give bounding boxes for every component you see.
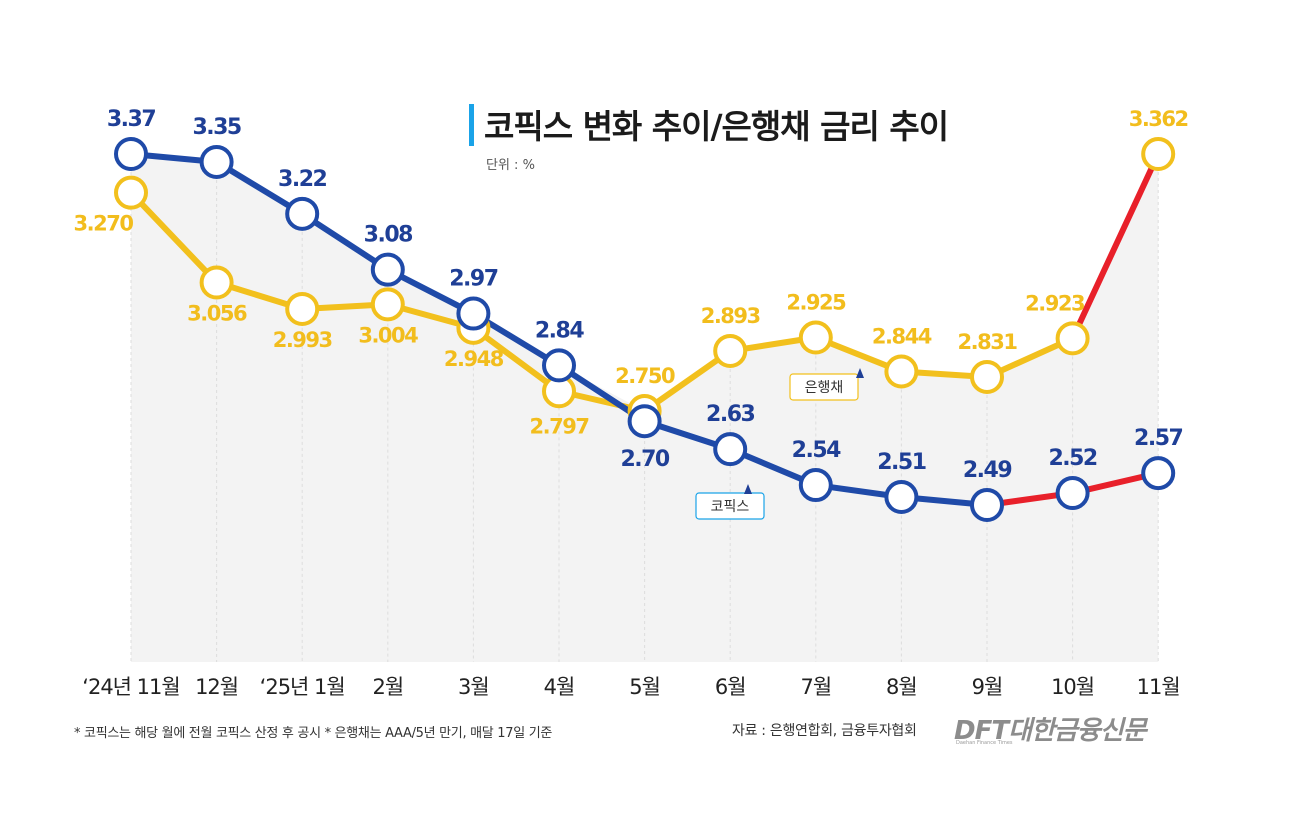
callout-box <box>695 492 765 520</box>
x-tick-label: 7월 <box>800 675 831 699</box>
bond-data-labels: 3.270 3.056 2.993 3.004 2.948 2.797 2.750 2.893… <box>74 107 1190 438</box>
series-segment <box>1069 151 1162 342</box>
x-tick-label: 9월 <box>972 675 1003 699</box>
data-point <box>542 348 576 383</box>
data-point <box>1141 137 1176 171</box>
x-tick-label: ‘24년 11월 <box>82 675 179 699</box>
chart-title: 코픽스 변화 추이/은행채 금리 추이 <box>484 107 949 146</box>
series-segment <box>470 324 562 395</box>
data-label: 2.831 <box>958 330 1018 354</box>
data-point <box>884 480 919 515</box>
data-label: 3.270 <box>74 212 134 236</box>
footnote: * 코픽스는 해당 월에 전월 코픽스 산정 후 공시 * 은행채는 AAA/5… <box>74 726 553 741</box>
data-label: 3.362 <box>1129 107 1188 131</box>
data-point <box>370 252 405 287</box>
data-label: 2.49 <box>963 458 1011 483</box>
callout-arrow-icon <box>744 484 752 494</box>
data-point <box>114 175 148 210</box>
data-label: 2.97 <box>449 267 497 292</box>
data-point <box>713 432 748 467</box>
x-tick-label: 12월 <box>195 675 238 699</box>
x-tick-label: 6월 <box>715 675 746 699</box>
data-label: 2.925 <box>786 291 846 315</box>
data-point <box>798 320 833 355</box>
data-point <box>199 265 234 300</box>
source-label: 자료 : 은행연합회, 금융투자협회 <box>732 723 917 739</box>
callout-arrow-icon <box>856 368 864 378</box>
cofix-series-markers <box>114 137 1176 522</box>
data-label: 2.63 <box>706 402 754 427</box>
data-label: 3.37 <box>107 107 155 132</box>
data-point <box>114 137 148 171</box>
x-tick-label: 4월 <box>544 675 575 699</box>
data-point <box>1055 476 1090 511</box>
data-point <box>1055 321 1090 356</box>
logo-text: DFT대한금융신문 <box>954 716 1147 746</box>
data-label: 2.84 <box>535 318 584 343</box>
data-point <box>456 296 491 331</box>
series-segment <box>641 347 734 414</box>
data-label: 2.57 <box>1134 426 1182 451</box>
data-point <box>713 333 748 368</box>
data-label: 2.51 <box>877 450 925 475</box>
x-tick-label: 8월 <box>886 675 917 699</box>
data-label: 3.056 <box>187 302 247 326</box>
x-tick-label: 10월 <box>1051 675 1094 699</box>
data-point <box>970 359 1004 394</box>
data-point <box>970 488 1004 522</box>
data-label: 2.993 <box>273 328 332 352</box>
data-label: 2.893 <box>701 304 760 328</box>
x-tick-label: ‘25년 1월 <box>260 675 345 699</box>
data-label: 2.948 <box>444 347 504 371</box>
series-segment <box>128 189 220 286</box>
cofix-data-labels: 3.37 3.35 3.22 3.08 2.97 2.84 2.70 2.63 2.54 2.51… <box>107 107 1184 483</box>
title-accent-bar <box>469 104 474 146</box>
data-point <box>798 468 833 503</box>
callout-label: 코픽스 <box>711 499 750 515</box>
data-point <box>199 144 234 179</box>
x-tick-label: 2월 <box>372 675 403 699</box>
data-label: 3.08 <box>364 223 412 248</box>
data-label: 3.22 <box>278 167 326 192</box>
data-label: 2.70 <box>620 447 669 472</box>
series-segment <box>299 210 391 273</box>
data-point <box>884 354 919 389</box>
x-axis-ticks: ‘24년 11월 12월 ‘25년 1월 2월 3월 4월 5월 6월 7월 8월 9월 10월 11월 <box>82 675 1180 699</box>
data-point <box>1141 456 1176 491</box>
data-label: 2.844 <box>872 325 932 349</box>
data-point <box>285 196 320 231</box>
data-label: 2.923 <box>1025 291 1084 315</box>
data-label: 2.54 <box>792 438 841 463</box>
data-label: 2.52 <box>1048 446 1096 471</box>
logo-subtext: Daehan Finance Times <box>956 740 1013 746</box>
data-label: 2.750 <box>615 364 675 388</box>
data-point <box>370 287 405 322</box>
data-point <box>627 404 662 439</box>
bond-series-markers <box>114 137 1176 428</box>
unit-label: 단위 : % <box>486 158 535 173</box>
data-label: 3.35 <box>192 115 240 140</box>
data-label: 2.797 <box>530 414 589 438</box>
x-tick-label: 11월 <box>1137 675 1180 699</box>
publisher-logo: DFT대한금융신문 Daehan Finance Times <box>954 710 1147 747</box>
x-tick-label: 3월 <box>458 675 489 699</box>
callout-box <box>789 373 859 401</box>
data-label: 3.004 <box>358 323 418 347</box>
data-point <box>285 291 320 326</box>
x-tick-label: 5월 <box>629 675 660 699</box>
callout-label: 은행채 <box>805 380 844 396</box>
